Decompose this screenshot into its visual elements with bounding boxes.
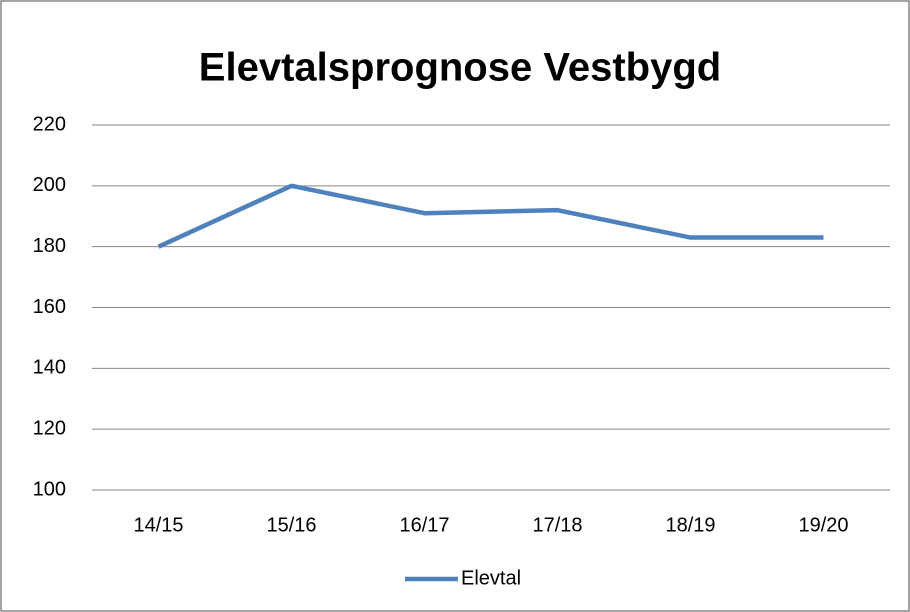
x-tick-label: 18/19	[665, 514, 715, 536]
legend-label: Elevtal	[461, 567, 521, 589]
x-tick-label: 17/18	[532, 514, 582, 536]
y-tick-label: 120	[33, 417, 66, 439]
x-tick-label: 15/16	[266, 514, 316, 536]
y-tick-label: 140	[33, 357, 66, 379]
y-tick-label: 160	[33, 296, 66, 318]
y-tick-label: 220	[33, 113, 66, 135]
x-tick-label: 14/15	[133, 514, 183, 536]
x-tick-label: 16/17	[399, 514, 449, 536]
chart-title: Elevtalsprognose Vestbygd	[199, 46, 721, 90]
x-tick-label: 19/20	[798, 514, 848, 536]
data-line	[157, 183, 824, 249]
y-tick-label: 200	[33, 174, 66, 196]
y-tick-label: 100	[33, 478, 66, 500]
y-tick-label: 180	[33, 235, 66, 257]
